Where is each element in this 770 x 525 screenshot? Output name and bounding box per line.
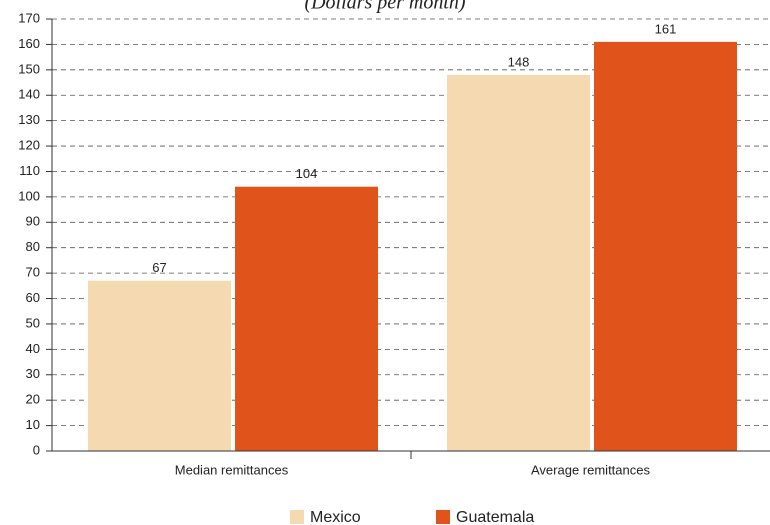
y-tick-label: 150 — [18, 61, 40, 76]
y-tick-label: 10 — [26, 417, 40, 432]
x-tick-label: Average remittances — [531, 462, 650, 477]
legend-label: Guatemala — [456, 509, 534, 525]
y-tick-label: 30 — [26, 366, 40, 381]
y-tick-label: 0 — [33, 442, 40, 457]
value-label: 148 — [508, 54, 530, 69]
y-tick-label: 160 — [18, 36, 40, 51]
value-label: 161 — [655, 21, 677, 36]
y-tick-label: 20 — [26, 392, 40, 407]
y-tick-label: 100 — [18, 188, 40, 203]
bar — [447, 74, 590, 451]
y-tick-label: 90 — [26, 214, 40, 229]
x-tick-label: Median remittances — [175, 462, 289, 477]
value-label: 67 — [152, 260, 166, 275]
y-tick-label: 130 — [18, 112, 40, 127]
legend-label: Mexico — [310, 509, 361, 525]
chart-subtitle: (Dollars per month) — [304, 0, 465, 14]
bar — [88, 280, 231, 451]
y-tick-label: 110 — [19, 163, 40, 178]
legend-swatch — [436, 510, 450, 524]
y-tick-label: 170 — [18, 10, 40, 25]
y-tick-label: 40 — [26, 341, 40, 356]
bar — [594, 41, 737, 452]
bar — [235, 186, 378, 451]
y-tick-label: 120 — [18, 137, 40, 152]
value-label: 104 — [296, 166, 318, 181]
y-tick-label: 80 — [26, 239, 40, 254]
y-tick-label: 140 — [18, 87, 40, 102]
y-tick-label: 70 — [26, 265, 40, 280]
legend-swatch — [290, 510, 304, 524]
y-tick-label: 60 — [26, 290, 40, 305]
y-tick-label: 50 — [26, 315, 40, 330]
